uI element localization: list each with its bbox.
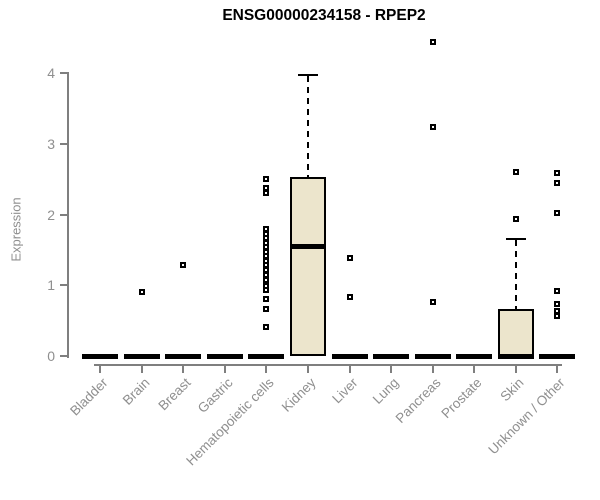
x-tick <box>431 366 434 373</box>
outlier-point <box>180 261 187 268</box>
x-tick <box>306 366 309 373</box>
y-tick <box>60 213 67 216</box>
outlier-point <box>263 190 270 197</box>
outlier-point <box>263 305 270 312</box>
outlier-point <box>554 169 561 176</box>
y-tick-label: 4 <box>47 65 55 81</box>
x-tick <box>390 366 393 373</box>
zero-bar <box>373 353 410 359</box>
y-tick <box>60 355 67 357</box>
outlier-point <box>429 299 436 306</box>
zero-bar <box>248 353 285 359</box>
outlier-point <box>138 289 145 296</box>
outlier-point <box>554 287 561 294</box>
outlier-point <box>429 123 436 130</box>
median-line <box>497 353 534 359</box>
x-tick <box>265 366 268 373</box>
whisker-cap <box>297 74 318 77</box>
zero-bar <box>539 353 576 359</box>
y-tick-label: 3 <box>47 135 55 152</box>
y-axis-line <box>67 72 69 358</box>
outlier-point <box>554 180 561 187</box>
chart-title: ENSG00000234158 - RPEP2 <box>222 7 426 24</box>
median-line <box>289 243 326 249</box>
outlier-point <box>554 210 561 217</box>
outlier-point <box>263 176 270 183</box>
y-axis-label: Expression <box>8 197 24 262</box>
y-tick-label: 2 <box>47 206 55 223</box>
outlier-point <box>263 295 270 302</box>
outlier-point <box>512 169 519 176</box>
x-tick <box>514 366 517 373</box>
zero-bar <box>82 353 118 359</box>
x-tick <box>348 366 351 373</box>
x-tick <box>140 366 143 373</box>
x-tick <box>182 366 185 373</box>
whisker <box>306 76 309 177</box>
whisker <box>514 240 517 310</box>
zero-bar <box>456 353 493 359</box>
zero-bar <box>123 353 160 359</box>
box <box>289 177 326 356</box>
zero-bar <box>331 353 368 359</box>
y-tick-label: 0 <box>47 348 55 364</box>
y-tick-label: 1 <box>47 277 55 294</box>
outlier-point <box>263 287 270 294</box>
y-tick <box>60 72 67 74</box>
whisker-cap <box>505 238 526 241</box>
zero-bar <box>206 353 243 359</box>
zero-bar <box>165 353 202 359</box>
x-axis-line <box>94 364 562 366</box>
x-tick <box>223 366 226 373</box>
outlier-point <box>429 38 436 45</box>
outlier-point <box>346 294 353 301</box>
x-tick <box>556 366 559 373</box>
x-tick <box>99 366 101 373</box>
outlier-point <box>346 255 353 262</box>
y-tick <box>60 142 67 145</box>
zero-bar <box>414 353 451 359</box>
outlier-point <box>512 215 519 222</box>
outlier-point <box>554 312 561 319</box>
outlier-point <box>263 276 270 283</box>
outlier-point <box>554 301 561 308</box>
y-tick <box>60 284 67 287</box>
outlier-point <box>263 323 270 330</box>
box <box>497 309 534 356</box>
x-tick <box>473 366 476 373</box>
